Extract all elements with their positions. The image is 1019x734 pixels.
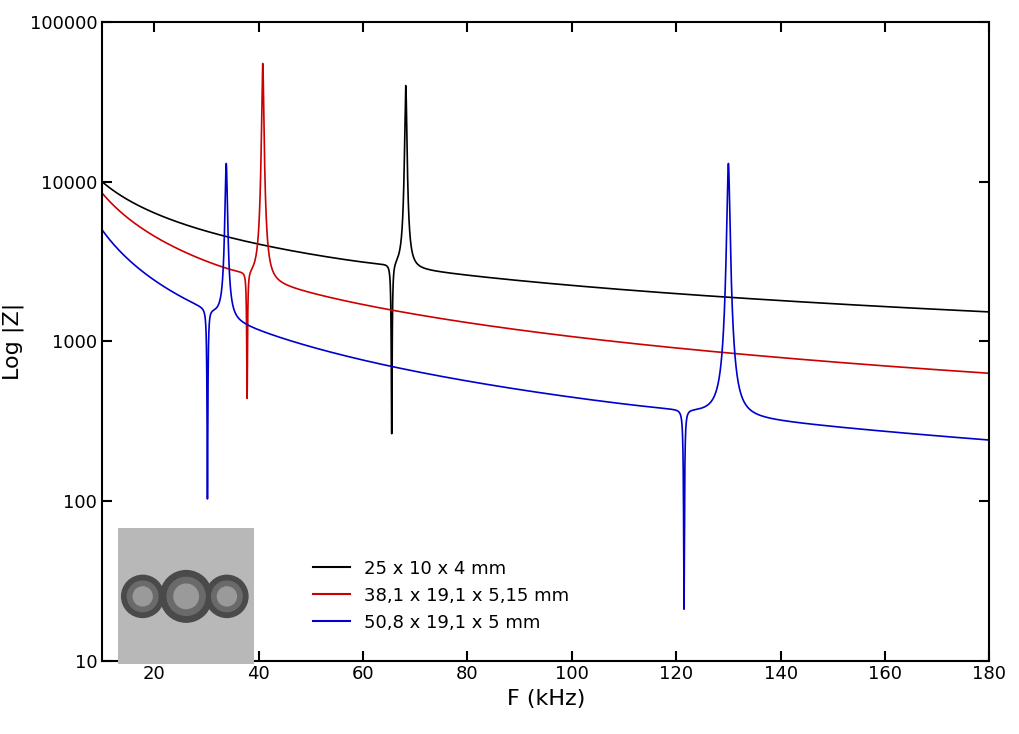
Line: 50,8 x 19,1 x 5 mm: 50,8 x 19,1 x 5 mm	[102, 164, 988, 609]
38,1 x 19,1 x 5,15 mm	[632, 340, 644, 349]
50,8 x 19,1 x 5 mm	[982, 436, 995, 445]
Circle shape	[211, 581, 242, 611]
38,1 x 19,1 x 5,15 mm	[665, 343, 678, 352]
50,8 x 19,1 x 5 mm	[317, 346, 329, 355]
38,1 x 19,1 x 5,15 mm	[317, 291, 329, 300]
50,8 x 19,1 x 5 mm	[515, 385, 527, 394]
50,8 x 19,1 x 5 mm	[925, 431, 937, 440]
Circle shape	[174, 584, 198, 608]
50,8 x 19,1 x 5 mm	[731, 374, 743, 382]
FancyBboxPatch shape	[118, 528, 254, 664]
38,1 x 19,1 x 5,15 mm	[257, 59, 269, 68]
Y-axis label: Log |Z|: Log |Z|	[2, 302, 23, 380]
Circle shape	[127, 581, 158, 611]
Circle shape	[121, 575, 164, 617]
25 x 10 x 4 mm	[632, 286, 644, 295]
Circle shape	[133, 587, 152, 606]
25 x 10 x 4 mm	[385, 429, 397, 438]
38,1 x 19,1 x 5,15 mm	[240, 394, 253, 403]
25 x 10 x 4 mm	[731, 294, 743, 302]
50,8 x 19,1 x 5 mm	[721, 159, 734, 168]
Circle shape	[160, 570, 212, 622]
25 x 10 x 4 mm	[96, 177, 108, 186]
Line: 25 x 10 x 4 mm: 25 x 10 x 4 mm	[102, 86, 988, 434]
Circle shape	[167, 578, 205, 615]
50,8 x 19,1 x 5 mm	[96, 225, 108, 234]
Legend: 25 x 10 x 4 mm, 38,1 x 19,1 x 5,15 mm, 50,8 x 19,1 x 5 mm: 25 x 10 x 4 mm, 38,1 x 19,1 x 5,15 mm, 5…	[306, 552, 576, 639]
38,1 x 19,1 x 5,15 mm	[516, 326, 528, 335]
38,1 x 19,1 x 5,15 mm	[982, 369, 995, 378]
25 x 10 x 4 mm	[665, 289, 678, 298]
Circle shape	[217, 587, 236, 606]
X-axis label: F (kHz): F (kHz)	[506, 689, 584, 709]
25 x 10 x 4 mm	[982, 308, 995, 316]
25 x 10 x 4 mm	[399, 81, 412, 90]
Line: 38,1 x 19,1 x 5,15 mm: 38,1 x 19,1 x 5,15 mm	[102, 64, 988, 399]
25 x 10 x 4 mm	[317, 252, 329, 261]
Circle shape	[206, 575, 248, 617]
50,8 x 19,1 x 5 mm	[664, 405, 677, 414]
50,8 x 19,1 x 5 mm	[632, 401, 644, 410]
38,1 x 19,1 x 5,15 mm	[96, 189, 108, 197]
38,1 x 19,1 x 5,15 mm	[731, 349, 743, 358]
25 x 10 x 4 mm	[516, 277, 528, 286]
25 x 10 x 4 mm	[925, 305, 937, 313]
38,1 x 19,1 x 5,15 mm	[925, 365, 937, 374]
50,8 x 19,1 x 5 mm	[678, 605, 690, 614]
